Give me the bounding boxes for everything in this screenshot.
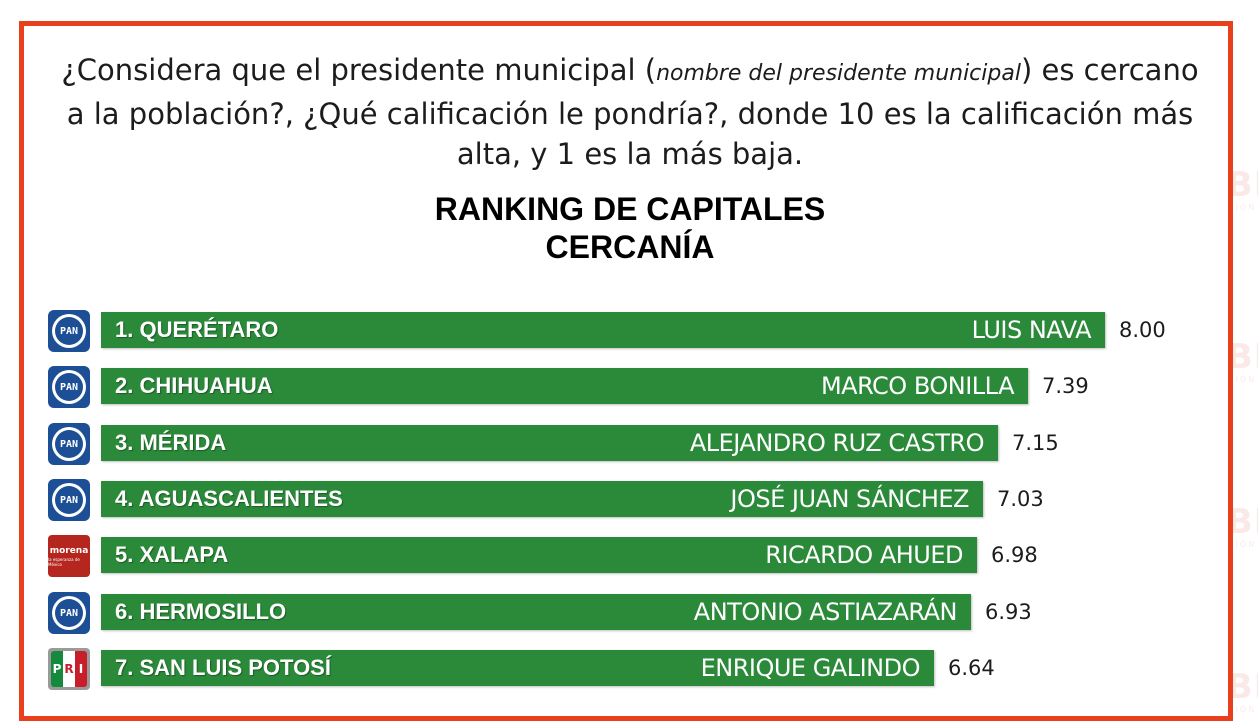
- bar-category-label: 1. QUERÉTARO: [115, 317, 279, 342]
- bar-category-label: 7. SAN LUIS POTOSÍ: [115, 655, 331, 680]
- bar: 6. HERMOSILLO ANTONIO ASTIAZARÁN: [101, 594, 971, 630]
- ranking-row: PAN 4. AGUASCALIENTES JOSÉ JUAN SÁNCHEZ 7.0…: [0, 479, 1258, 521]
- bar: 4. AGUASCALIENTES JOSÉ JUAN SÁNCHEZ: [101, 481, 983, 517]
- bar-value-label: 6.64: [948, 656, 995, 680]
- ranking-row: PAN 2. CHIHUAHUA MARCO BONILLA 7.39: [0, 366, 1258, 408]
- bar: 5. XALAPA RICARDO AHUED: [101, 537, 977, 573]
- bar-mayor-label: RICARDO AHUED: [765, 541, 963, 569]
- survey-question: ¿Considera que el presidente municipal (…: [60, 50, 1200, 174]
- pan-logo-icon: PAN: [48, 423, 90, 465]
- bar-category-label: 4. AGUASCALIENTES: [115, 486, 343, 511]
- ranking-row: P R I 7. SAN LUIS POTOSÍ ENRIQUE GALINDO 6.64: [0, 648, 1258, 690]
- bar-mayor-label: ANTONIO ASTIAZARÁN: [693, 598, 958, 626]
- bar: 3. MÉRIDA ALEJANDRO RUZ CASTRO: [101, 425, 998, 461]
- question-text-start: ¿Considera que el presidente municipal (: [61, 53, 657, 87]
- pan-logo-icon: PAN: [48, 592, 90, 634]
- chart-subtitle: CERCANÍA: [545, 229, 715, 265]
- bar: 2. CHIHUAHUA MARCO BONILLA: [101, 368, 1028, 404]
- ranking-row: PAN 6. HERMOSILLO ANTONIO ASTIAZARÁN 6.93: [0, 592, 1258, 634]
- pan-logo-icon: PAN: [48, 479, 90, 521]
- bar-category-label: 5. XALAPA: [115, 542, 229, 567]
- bar: 1. QUERÉTARO LUIS NAVA: [101, 312, 1105, 348]
- bar-value-label: 7.03: [997, 487, 1044, 511]
- bar-mayor-label: ENRIQUE GALINDO: [700, 654, 921, 682]
- question-text-end: ) es cercano a la población?, ¿Qué calif…: [66, 53, 1199, 171]
- pan-logo-icon: PAN: [48, 310, 90, 352]
- bar-value-label: 8.00: [1119, 318, 1166, 342]
- bar-value-label: 6.98: [991, 543, 1038, 567]
- bar-mayor-label: JOSÉ JUAN SÁNCHEZ: [730, 485, 969, 513]
- question-text-italic: nombre del presidente municipal: [656, 61, 1021, 86]
- morena-logo-icon: morena la esperanza de México: [48, 535, 90, 577]
- chart-title: RANKING DE CAPITALES: [434, 191, 826, 227]
- ranking-row: PAN 1. QUERÉTARO LUIS NAVA 8.00: [0, 310, 1258, 352]
- bar-category-label: 3. MÉRIDA: [115, 430, 227, 455]
- ranking-row: morena la esperanza de México 5. XALAPA RIC…: [0, 535, 1258, 577]
- bar: 7. SAN LUIS POTOSÍ ENRIQUE GALINDO: [101, 650, 934, 686]
- bar-category-label: 2. CHIHUAHUA: [115, 373, 273, 398]
- bar-value-label: 7.39: [1042, 374, 1089, 398]
- bar-mayor-label: ALEJANDRO RUZ CASTRO: [689, 429, 985, 457]
- bar-category-label: 6. HERMOSILLO: [115, 599, 287, 624]
- bar-value-label: 6.93: [985, 600, 1032, 624]
- bar-mayor-label: MARCO BONILLA: [820, 372, 1015, 400]
- bar-mayor-label: LUIS NAVA: [971, 316, 1092, 344]
- chart-title-block: RANKING DE CAPITALES CERCANÍA: [330, 190, 930, 266]
- ranking-row: PAN 3. MÉRIDA ALEJANDRO RUZ CASTRO 7.15: [0, 423, 1258, 465]
- bar-value-label: 7.15: [1012, 431, 1059, 455]
- pan-logo-icon: PAN: [48, 366, 90, 408]
